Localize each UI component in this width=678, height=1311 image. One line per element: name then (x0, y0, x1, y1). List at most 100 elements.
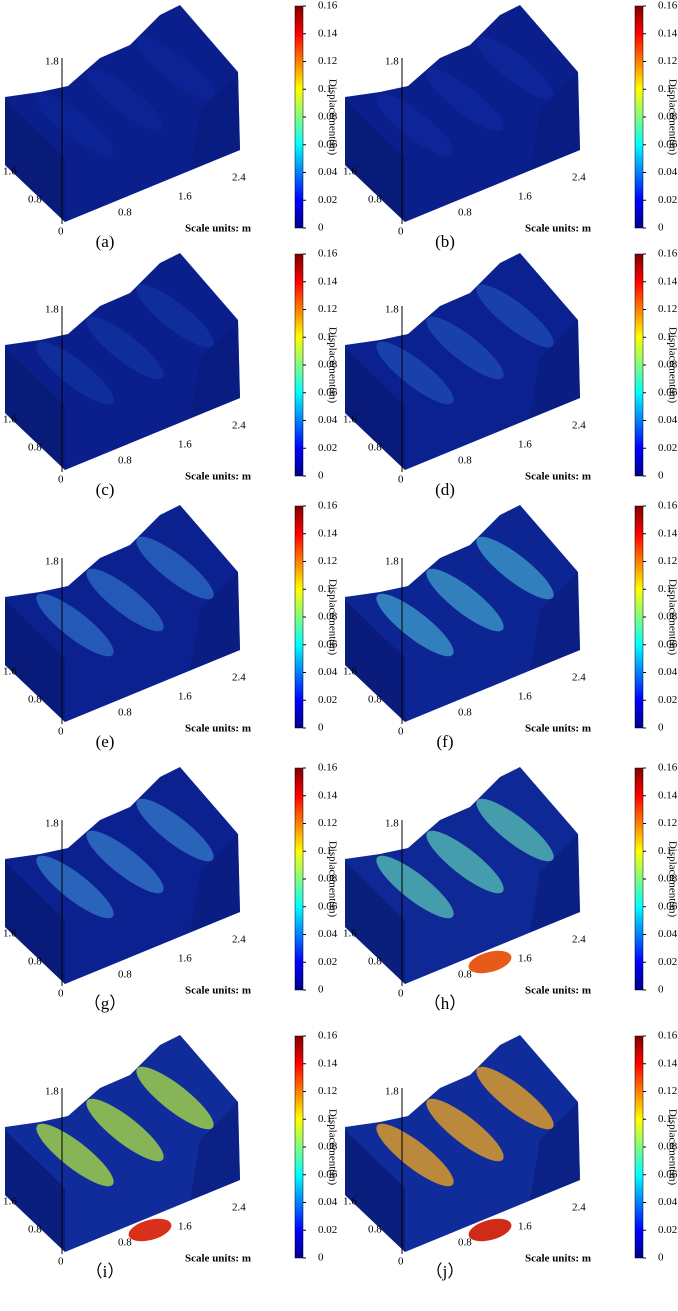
colorbar-tick-label: 0.08 (658, 873, 678, 885)
colorbar-tick-label: 0 (658, 470, 664, 482)
block-right-face (530, 834, 580, 932)
colorbar (294, 505, 304, 729)
block-right-face (530, 1102, 580, 1200)
displacement-band (376, 855, 454, 919)
displacement-band (36, 593, 114, 657)
colorbar-title: Displacement(m) (666, 79, 678, 156)
panel-label: （h） (424, 994, 467, 1013)
colorbar-tick-label: 0.12 (318, 817, 337, 829)
particle-block (345, 505, 580, 722)
x-tick-label: 2.4 (572, 420, 586, 432)
colorbar-tick-label: 0 (318, 984, 324, 996)
z-tick-label: 1.8 (385, 304, 399, 316)
colorbar-tick-label: 0 (318, 722, 324, 734)
x-tick-label: 0.8 (458, 455, 472, 467)
colorbar-tick-label: 0.02 (318, 694, 337, 706)
block-left-face (345, 1130, 405, 1252)
y-tick-label: 0.8 (28, 694, 42, 706)
colorbar-tick-label: 0.06 (658, 138, 678, 150)
colorbar-tick-label: 0.04 (318, 166, 338, 178)
colorbar-tick-label: 0.08 (318, 873, 338, 885)
block-right-face (530, 320, 580, 418)
colorbar-tick-label: 0.02 (658, 194, 677, 206)
displacement-band (86, 830, 164, 894)
displacement-band (136, 36, 214, 100)
origin-label: 0 (398, 474, 404, 486)
colorbar-tick-label: 0.06 (318, 638, 338, 650)
displacement-band (426, 316, 504, 380)
block-right-face (190, 572, 240, 670)
block-right-face (190, 320, 240, 418)
x-tick-label: 0.8 (118, 969, 132, 981)
colorbar-tick-label: 0.02 (318, 194, 337, 206)
colorbar-tick-label: 0.1 (658, 845, 672, 857)
colorbar (634, 767, 644, 991)
x-tick-label: 0.8 (458, 1237, 472, 1249)
colorbar-tick-label: 0.14 (318, 789, 338, 801)
colorbar-tick-label: 0.14 (318, 527, 338, 539)
colorbar-title: Displacement(m) (666, 579, 678, 656)
colorbar-title: Displacement(m) (326, 327, 338, 404)
colorbar-tick-label: 0.02 (658, 694, 677, 706)
block-right-face (190, 72, 240, 170)
colorbar-tick-label: 0.12 (658, 555, 677, 567)
panel-label: (c) (96, 480, 115, 499)
x-tick-label: 2.4 (572, 672, 586, 684)
colorbar-tick-label: 0.14 (318, 27, 338, 39)
colorbar-tick-label: 0.06 (318, 1168, 338, 1180)
colorbar-title: Displacement(m) (326, 1109, 338, 1186)
scale-note: Scale units: m (185, 471, 251, 483)
origin-label: 0 (398, 226, 404, 238)
displacement-band (426, 830, 504, 894)
displacement-band (36, 93, 114, 157)
y-tick-label: 1.6 (3, 414, 17, 426)
x-tick-label: 1.6 (178, 439, 192, 451)
colorbar (634, 5, 644, 229)
scale-note: Scale units: m (185, 985, 251, 997)
displacement-band (136, 798, 214, 862)
colorbar-tick-label: 0.04 (318, 928, 338, 940)
particle-block (5, 253, 240, 470)
displacement-band (476, 798, 554, 862)
displacement-band (36, 341, 114, 405)
colorbar (294, 253, 304, 477)
x-tick-label: 1.6 (178, 1221, 192, 1233)
colorbar-tick-label: 0.16 (658, 500, 678, 512)
displacement-band (476, 36, 554, 100)
scale-note: Scale units: m (185, 1253, 251, 1265)
x-tick-label: 0.8 (118, 707, 132, 719)
panel: 1.8 1.6 0.8 0 0.8 1.6 2.4 Scale units: m 0 0.02 0.… (343, 762, 678, 1013)
y-tick-label: 0.8 (368, 194, 382, 206)
block-left-face (5, 862, 65, 984)
colorbar-tick-label: 0.1 (318, 583, 332, 595)
colorbar-tick-label: 0 (318, 1252, 324, 1264)
colorbar (634, 1035, 644, 1259)
z-tick-label: 1.8 (45, 56, 59, 68)
displacement-band (476, 284, 554, 348)
y-tick-label: 0.8 (368, 694, 382, 706)
colorbar-tick-label: 0 (658, 222, 664, 234)
colorbar-tick-label: 0.06 (318, 386, 338, 398)
x-tick-label: 2.4 (572, 934, 586, 946)
particle-block (345, 767, 580, 984)
colorbar-title: Displacement(m) (326, 79, 338, 156)
origin-label: 0 (398, 988, 404, 1000)
colorbar-tick-label: 0.06 (658, 900, 678, 912)
colorbar (294, 1035, 304, 1259)
colorbar-tick-label: 0.06 (318, 900, 338, 912)
origin-label: 0 (398, 1256, 404, 1268)
z-tick-label: 1.8 (45, 556, 59, 568)
displacement-band (36, 855, 114, 919)
x-tick-label: 0.8 (118, 1237, 132, 1249)
displacement-band (376, 93, 454, 157)
colorbar-title: Displacement(m) (666, 1109, 678, 1186)
displacement-band (376, 341, 454, 405)
colorbar-tick-label: 0.1 (318, 331, 332, 343)
particle-block (345, 1035, 580, 1252)
colorbar-tick-label: 0.04 (318, 1196, 338, 1208)
panel: 1.8 1.6 0.8 0 0.8 1.6 2.4 Scale units: m 0 0.02 0.… (343, 0, 678, 251)
particle-block (5, 767, 240, 984)
particle-block (5, 505, 240, 722)
colorbar-tick-label: 0.08 (318, 611, 338, 623)
